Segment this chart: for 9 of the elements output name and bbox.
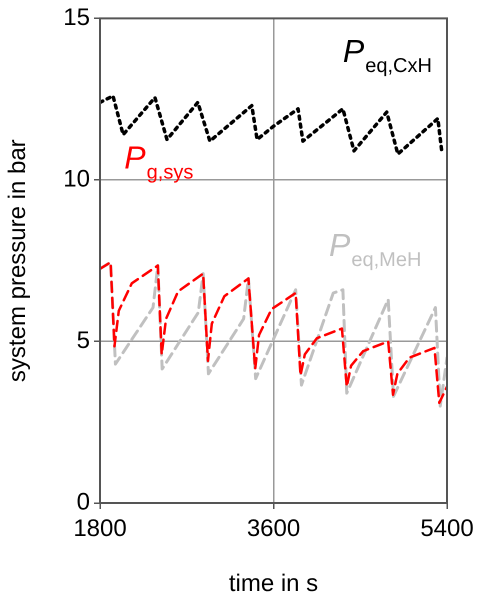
x-tick-label: 5400: [420, 515, 474, 542]
x-tick-label: 1800: [73, 515, 127, 542]
y-axis-title: system pressure in bar: [4, 139, 32, 382]
x-axis-title: time in s: [228, 570, 318, 598]
y-tick-label: 15: [63, 4, 90, 32]
y-tick-label: 0: [76, 488, 90, 516]
y-tick-label: 5: [76, 327, 90, 354]
x-tick-label: 3600: [246, 515, 300, 542]
y-tick-label: 10: [63, 166, 90, 193]
